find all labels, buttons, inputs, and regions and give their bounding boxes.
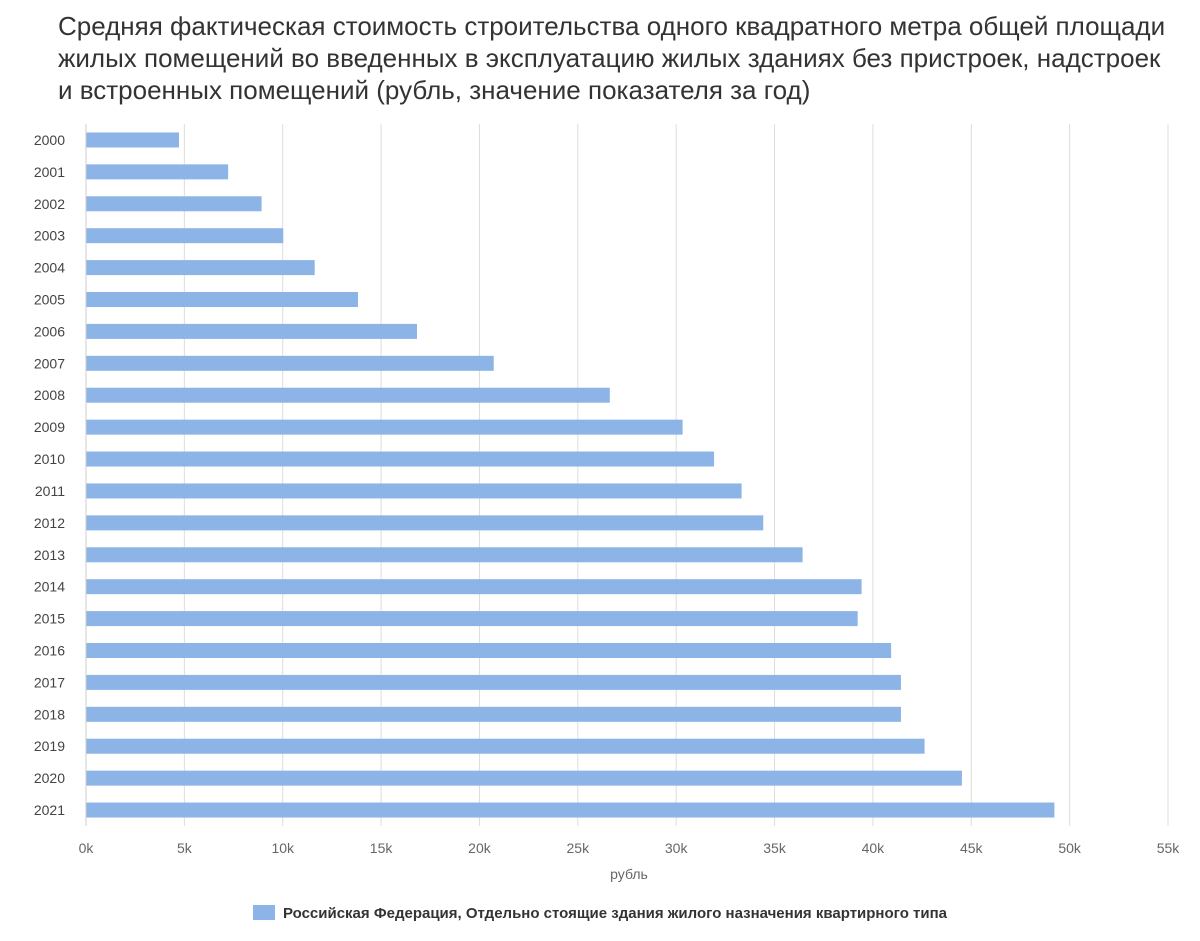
y-category-label: 2020 bbox=[34, 770, 65, 786]
y-category-label: 2010 bbox=[34, 451, 65, 467]
chart-title: Средняя фактическая стоимость строительс… bbox=[58, 11, 1166, 105]
bar[interactable] bbox=[86, 547, 803, 563]
bar[interactable] bbox=[86, 196, 262, 212]
y-category-label: 2011 bbox=[35, 483, 65, 499]
bar[interactable] bbox=[86, 515, 764, 531]
y-category-label: 2002 bbox=[34, 196, 65, 212]
y-category-label: 2008 bbox=[34, 387, 65, 403]
bar[interactable] bbox=[86, 323, 418, 339]
bar[interactable] bbox=[86, 706, 901, 722]
bar[interactable] bbox=[86, 387, 610, 403]
bar[interactable] bbox=[86, 292, 358, 307]
bar-layer bbox=[86, 132, 1055, 818]
x-tick-label: 35k bbox=[763, 840, 787, 856]
y-category-label: 2021 bbox=[34, 802, 65, 818]
x-tick-label: 5k bbox=[177, 840, 193, 856]
bar[interactable] bbox=[86, 132, 179, 148]
x-tick-label: 0k bbox=[79, 840, 95, 856]
bar[interactable] bbox=[86, 643, 892, 658]
y-category-label: 2015 bbox=[34, 611, 65, 627]
bar[interactable] bbox=[86, 164, 229, 180]
y-category-label: 2003 bbox=[34, 228, 65, 244]
bar[interactable] bbox=[86, 419, 683, 435]
y-category-label: 2013 bbox=[34, 547, 65, 563]
legend-swatch bbox=[252, 905, 275, 920]
bar[interactable] bbox=[86, 738, 925, 754]
y-category-label: 2018 bbox=[34, 706, 65, 722]
category-labels: 2000 2001 2002 2003 2004 2005 2006 2007 2008 2009… bbox=[34, 132, 65, 818]
y-category-label: 2019 bbox=[34, 738, 65, 754]
x-tick-labels: 0k 5k 10k 15k 20k 25k 30k 35k 40k 45k 50k 55k bbox=[79, 840, 1181, 856]
x-tick-label: 30k bbox=[665, 840, 689, 856]
bar[interactable] bbox=[86, 483, 742, 499]
x-tick-label: 55k bbox=[1157, 840, 1181, 856]
x-tick-label: 40k bbox=[862, 840, 886, 856]
bar[interactable] bbox=[86, 579, 862, 595]
bar[interactable] bbox=[86, 355, 494, 371]
x-tick-label: 20k bbox=[468, 840, 492, 856]
x-axis-title: рубль bbox=[610, 866, 648, 882]
y-category-label: 2012 bbox=[34, 515, 65, 531]
y-category-label: 2007 bbox=[34, 355, 65, 371]
legend[interactable]: Российская Федерация, Отдельно стоящие з… bbox=[0, 905, 1200, 922]
y-category-label: 2004 bbox=[34, 260, 65, 276]
bar[interactable] bbox=[86, 228, 284, 244]
y-category-label: 2000 bbox=[34, 132, 65, 148]
legend-label: Российская Федерация, Отдельно стоящие з… bbox=[282, 905, 947, 922]
x-tick-label: 15k bbox=[370, 840, 394, 856]
bar[interactable] bbox=[86, 674, 901, 690]
bar[interactable] bbox=[86, 770, 962, 786]
y-category-label: 2009 bbox=[34, 419, 65, 435]
y-category-label: 2005 bbox=[34, 292, 65, 308]
bar[interactable] bbox=[86, 451, 715, 467]
x-tick-label: 50k bbox=[1058, 840, 1082, 856]
bar[interactable] bbox=[86, 260, 315, 276]
x-tick-label: 10k bbox=[271, 840, 295, 856]
x-tick-label: 45k bbox=[960, 840, 984, 856]
bar[interactable] bbox=[86, 802, 1055, 818]
y-category-label: 2006 bbox=[34, 323, 65, 339]
y-category-label: 2017 bbox=[34, 674, 65, 690]
bar[interactable] bbox=[86, 611, 858, 627]
y-category-label: 2016 bbox=[34, 643, 65, 659]
y-category-label: 2001 bbox=[34, 164, 65, 180]
x-tick-label: 25k bbox=[567, 840, 591, 856]
y-category-label: 2014 bbox=[34, 579, 65, 595]
